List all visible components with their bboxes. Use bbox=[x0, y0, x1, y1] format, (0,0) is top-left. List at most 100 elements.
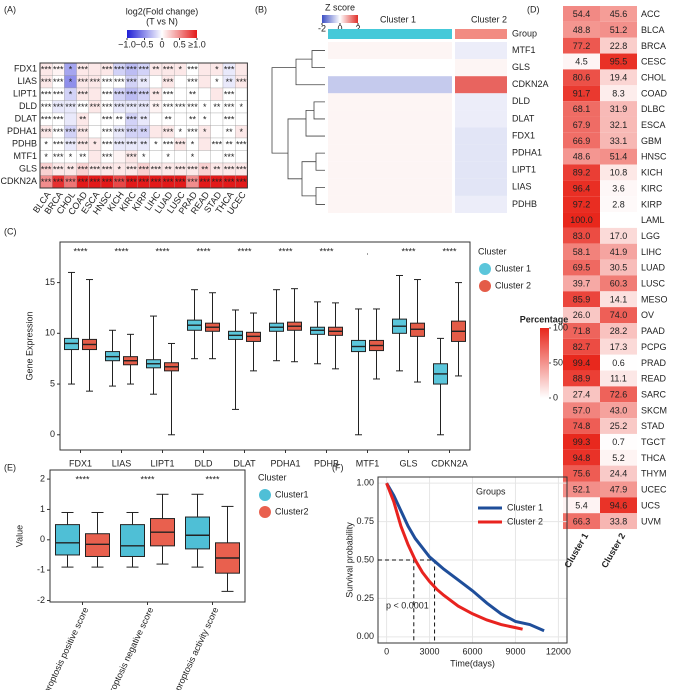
significance-label: ** bbox=[226, 77, 234, 87]
row-label: GLS bbox=[19, 164, 37, 174]
significance-label: ** bbox=[140, 139, 148, 149]
row-label: CDKN2A bbox=[0, 176, 37, 186]
heat-cell bbox=[328, 144, 452, 162]
significance-label: *** bbox=[138, 64, 149, 74]
row-label: ACC bbox=[641, 9, 661, 19]
dendrogram-branch bbox=[315, 186, 325, 205]
x-tick-label: 3000 bbox=[420, 646, 440, 656]
significance-label: *** bbox=[102, 164, 113, 174]
significance-label: * bbox=[240, 102, 244, 112]
heat-cell bbox=[600, 497, 637, 514]
significance-label: *** bbox=[77, 177, 88, 187]
significance-label: *** bbox=[41, 127, 52, 137]
x-tick-label: FDX1 bbox=[69, 458, 92, 468]
heat-cell bbox=[210, 125, 224, 139]
y-tick-label: 1 bbox=[40, 504, 45, 514]
heat-cell bbox=[563, 116, 600, 133]
value-label: 43.0 bbox=[610, 405, 628, 415]
value-label: 31.9 bbox=[610, 104, 628, 114]
value-label: 26.0 bbox=[573, 310, 591, 320]
significance-label: ** bbox=[201, 164, 209, 174]
x-tick-label: Cuproptosis negative score bbox=[100, 606, 155, 690]
heat-cell bbox=[235, 112, 248, 126]
value-label: 22.8 bbox=[610, 41, 628, 51]
significance-label: *** bbox=[224, 102, 235, 112]
heat-cell bbox=[563, 465, 600, 482]
significance-label: *** bbox=[65, 139, 76, 149]
significance-label: *** bbox=[90, 164, 101, 174]
heat-cell bbox=[328, 93, 452, 111]
significance-label: **** bbox=[319, 246, 334, 256]
value-label: 89.2 bbox=[573, 168, 591, 178]
significance-label: *** bbox=[236, 177, 247, 187]
significance-label: **** bbox=[73, 246, 88, 256]
heat-cell bbox=[328, 76, 452, 94]
heat-cell bbox=[600, 164, 637, 181]
significance-label: *** bbox=[175, 177, 186, 187]
x-tick-label: PDHA1 bbox=[270, 458, 300, 468]
value-label: 66.9 bbox=[573, 136, 591, 146]
dendrogram-branch bbox=[287, 118, 306, 180]
significance-label: * bbox=[69, 152, 73, 162]
heat-cell bbox=[600, 402, 637, 419]
significance-label: *** bbox=[65, 127, 76, 137]
row-label: KICH bbox=[641, 168, 663, 178]
significance-label: *** bbox=[175, 139, 186, 149]
heat-cell bbox=[600, 259, 637, 276]
heat-cell bbox=[600, 37, 637, 54]
value-label: 51.2 bbox=[610, 25, 628, 35]
box bbox=[55, 524, 80, 556]
heat-cell bbox=[563, 402, 600, 419]
legend-marker bbox=[479, 280, 491, 292]
dendrogram-branch bbox=[305, 110, 325, 137]
heat-cell bbox=[235, 87, 248, 101]
row-label: PRAD bbox=[641, 358, 667, 368]
significance-label: *** bbox=[138, 164, 149, 174]
y-tick-label: -1 bbox=[37, 565, 45, 575]
value-label: 74.0 bbox=[610, 310, 628, 320]
colorbar bbox=[127, 30, 197, 38]
legend-label: Cluster 1 bbox=[495, 263, 531, 273]
colorbar-tick-label: 0 bbox=[159, 39, 164, 49]
colorbar-tick-label: −1.0 bbox=[118, 39, 136, 49]
heat-cell bbox=[563, 307, 600, 323]
value-label: 71.8 bbox=[573, 326, 591, 336]
significance-label: *** bbox=[187, 177, 198, 187]
value-label: 2.8 bbox=[612, 199, 625, 209]
value-label: 8.3 bbox=[612, 88, 625, 98]
heat-cell bbox=[600, 513, 637, 530]
significance-label: ** bbox=[140, 114, 148, 124]
value-label: 27.4 bbox=[573, 389, 591, 399]
x-tick-label: Cuproptosis activity score bbox=[168, 606, 220, 690]
row-label: PCPG bbox=[641, 342, 667, 352]
value-label: 57.0 bbox=[573, 405, 591, 415]
value-label: 74.8 bbox=[573, 421, 591, 431]
x-tick-label: MTF1 bbox=[356, 458, 380, 468]
y-tick-label: 1.00 bbox=[356, 478, 374, 488]
significance-label: *** bbox=[77, 127, 88, 137]
heat-cell bbox=[563, 53, 600, 70]
significance-label: *** bbox=[138, 102, 149, 112]
row-label: THCA bbox=[641, 453, 666, 463]
group-bar bbox=[328, 29, 452, 39]
heat-cell bbox=[600, 148, 637, 165]
row-label: FDX1 bbox=[512, 130, 535, 140]
cluster-title: Cluster 1 bbox=[380, 14, 416, 24]
heat-cell bbox=[149, 112, 163, 126]
value-label: 10.8 bbox=[610, 168, 628, 178]
value-label: 11.1 bbox=[610, 374, 627, 384]
plot-frame bbox=[59, 241, 471, 451]
row-label: DLBC bbox=[641, 104, 666, 114]
heat-cell bbox=[328, 161, 452, 179]
heat-cell bbox=[563, 433, 600, 450]
heat-cell bbox=[600, 21, 637, 38]
heat-cell bbox=[600, 323, 637, 339]
significance-label: *** bbox=[114, 127, 125, 137]
significance-label: *** bbox=[187, 77, 198, 87]
dendrogram-branch bbox=[315, 152, 325, 171]
heat-cell bbox=[455, 42, 507, 60]
dendrogram-branch bbox=[271, 67, 296, 154]
significance-label: *** bbox=[126, 177, 137, 187]
value-label: 0.6 bbox=[612, 358, 625, 368]
